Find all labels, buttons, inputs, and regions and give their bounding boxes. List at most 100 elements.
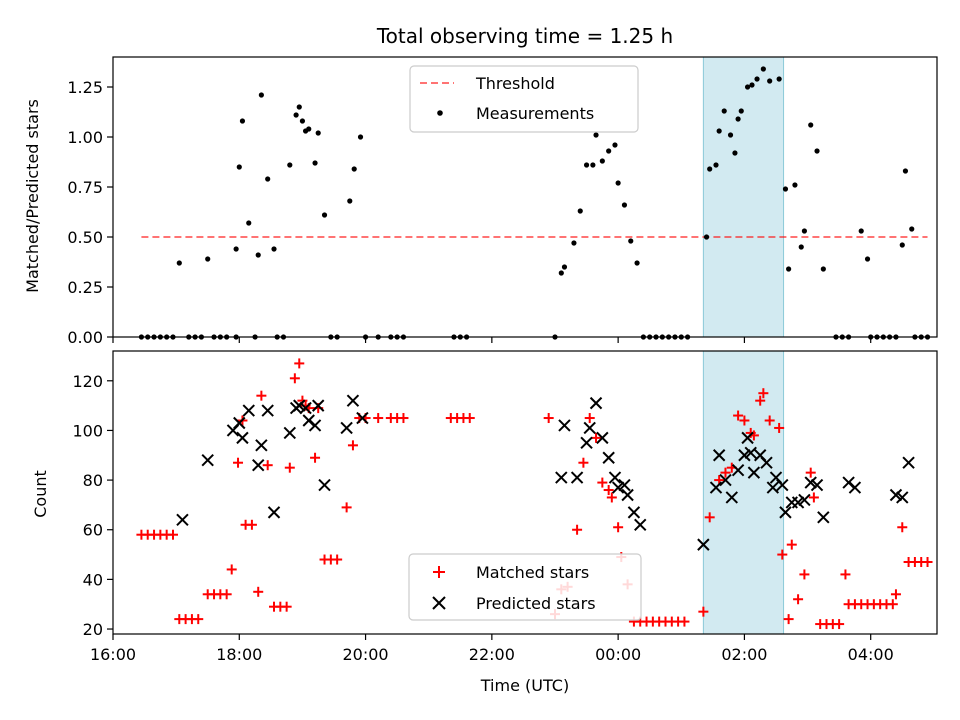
measurement-point <box>820 266 826 272</box>
measurement-point <box>176 260 182 266</box>
predicted-star-point <box>356 411 369 425</box>
measurement-point <box>577 208 583 214</box>
predicted-star-stroke-b <box>741 431 754 445</box>
predicted-star-point <box>779 506 792 519</box>
measurement-point <box>808 122 814 128</box>
predicted-star-stroke-b <box>798 493 811 507</box>
predicted-star-stroke-b <box>902 456 915 469</box>
measurement-point <box>703 234 710 240</box>
predicted-star-stroke-b <box>558 419 571 432</box>
matched-star-point <box>733 410 744 421</box>
predicted-star-point <box>760 456 773 469</box>
measurement-point <box>902 168 909 174</box>
matched-star-point <box>922 557 933 568</box>
matched-star-point <box>584 413 595 424</box>
predicted-star-point <box>602 451 615 464</box>
top-y-tick-label: 0.50 <box>67 228 103 247</box>
matched-star-point <box>739 415 750 426</box>
bottom-x-tick-label: 00:00 <box>595 645 641 664</box>
bottom-x-tick-label: 18:00 <box>216 645 262 664</box>
measurement-point <box>615 180 621 186</box>
predicted-star-point <box>283 426 297 440</box>
predicted-star-stroke-b <box>611 481 625 494</box>
bottom-x-tick-label: 04:00 <box>848 645 894 664</box>
predicted-star-stroke-b <box>236 431 249 445</box>
predicted-star-point <box>712 449 726 462</box>
matched-star-point <box>193 614 204 625</box>
predicted-star-stroke-b <box>817 511 830 524</box>
predicted-star-point <box>810 478 824 492</box>
predicted-star-stroke-b <box>738 449 751 462</box>
predicted-star-point <box>719 473 732 487</box>
measurement-point <box>634 260 640 266</box>
measurement-point <box>716 128 722 134</box>
predicted-star-stroke-b <box>299 401 312 415</box>
predicted-star-point <box>902 456 915 469</box>
matched-star-point <box>758 388 769 399</box>
predicted-star-stroke-b <box>810 478 824 492</box>
predicted-star-stroke-b <box>356 411 369 425</box>
measurement-point <box>721 108 727 114</box>
bottom-x-tick-label: 16:00 <box>90 645 136 664</box>
measurement-point <box>782 186 789 192</box>
measurement-point <box>583 162 590 168</box>
matched-star-point <box>764 415 775 426</box>
measurement-point <box>801 228 808 234</box>
predicted-star-point <box>261 404 274 417</box>
matched-star-point <box>233 457 244 468</box>
predicted-star-stroke-b <box>753 449 767 462</box>
predicted-star-point <box>817 511 830 524</box>
measurement-point <box>599 158 605 164</box>
measurement-point <box>899 242 905 248</box>
predicted-star-stroke-b <box>766 481 780 494</box>
bottom-x-tick-label: 22:00 <box>469 645 515 664</box>
matched-star-point <box>284 462 295 473</box>
matched-star-point <box>890 589 901 600</box>
predicted-star-stroke-b <box>804 476 817 489</box>
predicted-star-stroke-b <box>340 421 353 435</box>
measurement-point <box>347 198 353 204</box>
matched-star-point <box>887 599 898 610</box>
predicted-star-point <box>738 449 751 462</box>
predicted-star-stroke-b <box>842 476 855 489</box>
predicted-star-stroke-b <box>267 506 281 519</box>
predicted-star-point <box>583 421 596 435</box>
top-plot-frame <box>112 56 938 338</box>
predicted-star-stroke-b <box>719 473 732 487</box>
predicted-star-stroke-b <box>580 436 593 450</box>
measurement-point <box>738 108 744 114</box>
matched-star-point <box>572 524 583 535</box>
predicted-star-stroke-b <box>176 513 189 527</box>
matched-star-point <box>398 413 409 424</box>
predicted-star-stroke-b <box>283 426 297 440</box>
predicted-star-point <box>744 446 757 459</box>
measurement-point <box>299 118 306 124</box>
predicted-star-stroke-b <box>608 471 622 484</box>
bottom-x-tick-label: 20:00 <box>343 645 389 664</box>
top-y-tick-label: 1.00 <box>67 128 103 147</box>
top-y-axis-label: Matched/Predicted stars <box>23 99 42 293</box>
bottom-y-tick-label: 60 <box>83 521 103 540</box>
predicted-star-point <box>201 454 214 467</box>
predicted-star-point <box>596 431 609 445</box>
predicted-star-stroke-b <box>776 478 789 492</box>
measurement-point <box>312 160 318 166</box>
measurement-point <box>909 226 915 232</box>
matched-star-point <box>840 569 851 580</box>
predicted-star-stroke-b <box>596 431 609 445</box>
predicted-star-point <box>741 431 754 445</box>
predicted-star-point <box>252 458 265 472</box>
predicted-star-point <box>627 506 641 519</box>
matched-star-point <box>606 492 617 503</box>
x-axis-label: Time (UTC) <box>480 676 569 695</box>
top-y-tick-label: 0.00 <box>67 328 103 347</box>
highlight-span <box>702 56 785 338</box>
predicted-star-point <box>236 431 249 445</box>
measurement-point <box>754 76 760 82</box>
measurement-point <box>593 132 599 138</box>
predicted-star-stroke-b <box>583 421 596 435</box>
predicted-star-stroke-b <box>302 414 315 427</box>
measurement-point <box>590 162 596 168</box>
measurement-point <box>321 212 328 218</box>
